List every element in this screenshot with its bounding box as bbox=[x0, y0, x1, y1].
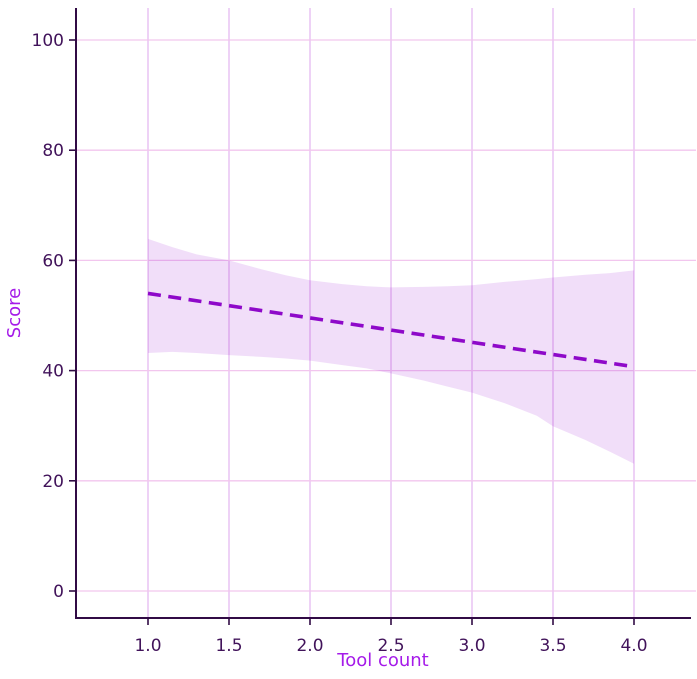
horizontal-gridlines bbox=[76, 39, 696, 592]
tick-marks bbox=[69, 39, 635, 625]
x-tick-label: 1.5 bbox=[215, 636, 242, 656]
y-tick-labels: 0 20 40 60 80 100 bbox=[32, 31, 64, 602]
x-tick-label: 4.0 bbox=[620, 636, 647, 656]
y-tick-label: 80 bbox=[42, 141, 64, 161]
x-tick-label: 2.0 bbox=[296, 636, 323, 656]
x-tick-label: 2.5 bbox=[377, 636, 404, 656]
y-tick-label: 0 bbox=[53, 582, 64, 602]
confidence-band bbox=[148, 238, 634, 464]
y-tick-label: 100 bbox=[32, 31, 64, 51]
y-tick-label: 20 bbox=[42, 472, 64, 492]
y-tick-label: 60 bbox=[42, 251, 64, 271]
x-tick-label: 3.5 bbox=[539, 636, 566, 656]
y-axis-label: Score bbox=[4, 288, 25, 338]
vertical-gridlines bbox=[147, 8, 635, 618]
x-axis-label: Tool count bbox=[336, 650, 428, 671]
x-tick-label: 3.0 bbox=[458, 636, 485, 656]
axis-spines bbox=[75, 8, 691, 619]
x-tick-label: 1.0 bbox=[134, 636, 161, 656]
confidence-band-group bbox=[148, 238, 634, 464]
x-tick-labels: 1.0 1.5 2.0 2.5 3.0 3.5 4.0 bbox=[134, 636, 647, 656]
y-tick-label: 40 bbox=[42, 362, 64, 382]
